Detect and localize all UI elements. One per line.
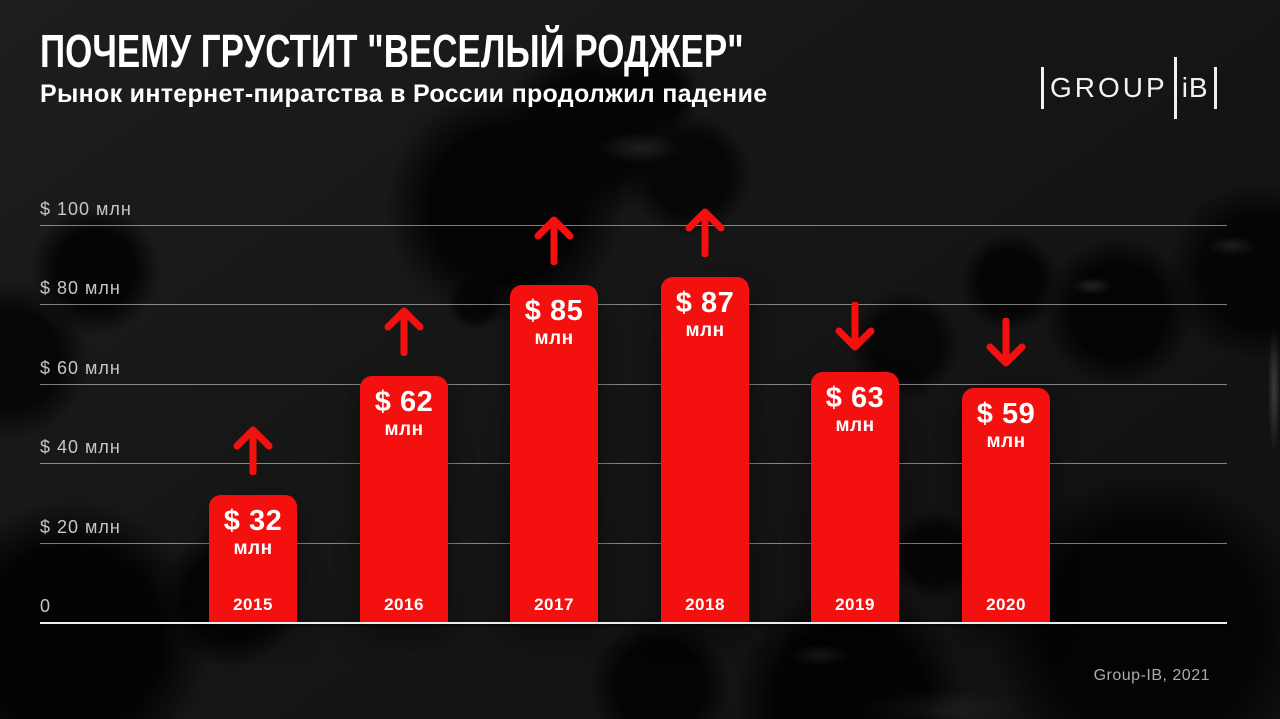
y-tick-label-100: $ 100 млн	[40, 199, 132, 219]
gridline-40	[40, 463, 1227, 465]
source-credit: Group-IB, 2021	[1093, 667, 1210, 684]
logo-text-group: GROUP	[1050, 72, 1168, 103]
bar-unit-label: млн	[534, 328, 574, 350]
gridline-80	[40, 304, 1227, 306]
bar-2020: $ 59 млн 2020	[962, 388, 1050, 622]
gridline-100	[40, 225, 1227, 226]
bar-value-label: $ 87	[675, 287, 735, 319]
x-axis-line	[40, 622, 1227, 624]
bar-year-label: 2015	[233, 595, 273, 614]
bar-year-label: 2019	[835, 595, 875, 614]
bar-value-label: $ 32	[223, 505, 283, 537]
page-subtitle: Рынок интернет-пиратства в России продол…	[40, 80, 768, 108]
bar-2017: $ 85 млн 2017	[510, 285, 598, 622]
logo-bar-middle	[1173, 57, 1177, 119]
trend-down-icon	[986, 317, 1026, 368]
gridline-20	[40, 542, 1227, 544]
y-tick-label-80: $ 80 млн	[40, 278, 121, 299]
logo-text-ib: iB	[1181, 72, 1209, 103]
bar-value-label: $ 63	[825, 382, 885, 414]
bar-2018: $ 87 млн 2018	[661, 277, 749, 622]
y-tick-label-20: $ 20 млн	[40, 516, 121, 537]
trend-up-icon	[534, 215, 574, 266]
trend-down-icon	[835, 301, 875, 352]
gridline-60	[40, 383, 1227, 385]
bar-value-label: $ 59	[976, 398, 1036, 430]
bar-2016: $ 62 млн 2016	[360, 376, 448, 622]
bar-2019: $ 63 млн 2019	[811, 372, 899, 622]
bar-year-label: 2020	[986, 595, 1026, 614]
bar-2015: $ 32 млн 2015	[209, 495, 297, 622]
group-ib-logo: GROUP iB	[1041, 57, 1217, 119]
logo-bar-right	[1213, 67, 1217, 109]
y-tick-label-60: $ 60 млн	[40, 357, 121, 378]
bar-value-label: $ 62	[374, 386, 434, 418]
trend-up-icon	[384, 306, 424, 357]
y-tick-label-40: $ 40 млн	[40, 437, 121, 458]
bar-unit-label: млн	[384, 419, 424, 441]
trend-up-icon	[233, 425, 273, 476]
logo-bar-left	[1041, 67, 1044, 109]
y-tick-label-0: 0	[40, 596, 52, 616]
trend-up-icon	[685, 207, 725, 258]
bar-unit-label: млн	[685, 320, 725, 342]
bar-unit-label: млн	[986, 431, 1026, 453]
bar-unit-label: млн	[835, 415, 875, 437]
bar-year-label: 2016	[384, 595, 424, 614]
bar-value-label: $ 85	[524, 295, 584, 327]
page-title: ПОЧЕМУ ГРУСТИТ "ВЕСЕЛЫЙ РОДЖЕР"	[40, 25, 744, 77]
bar-year-label: 2018	[685, 595, 725, 614]
bar-year-label: 2017	[534, 595, 574, 614]
bar-unit-label: млн	[233, 538, 273, 560]
